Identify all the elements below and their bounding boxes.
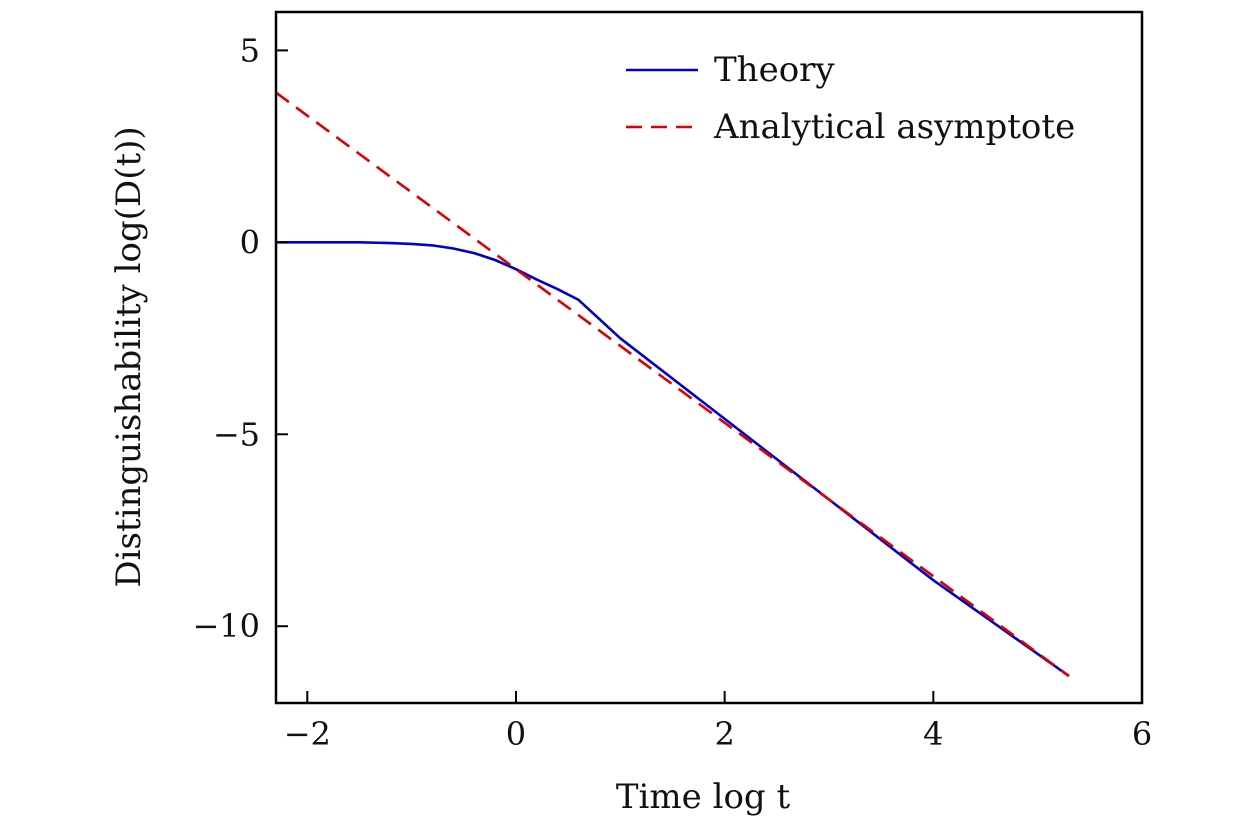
y-tick-label: −5 xyxy=(213,415,260,453)
y-tick-label: 0 xyxy=(240,223,260,261)
y-axis: 5 0 −5 −10 xyxy=(192,31,288,645)
x-axis-title: Time log t xyxy=(616,777,791,817)
legend-label-1: Analytical asymptote xyxy=(713,107,1075,147)
series-layer xyxy=(276,91,1070,678)
x-tick-label: 6 xyxy=(1132,715,1152,753)
x-tick-label: 2 xyxy=(714,715,734,753)
y-axis-title: Distinguishability log(D(t)) xyxy=(109,126,149,587)
series-line-1 xyxy=(276,91,1070,678)
series-line-0 xyxy=(276,241,1070,678)
legend: Theory Analytical asymptote xyxy=(626,50,1075,147)
x-tick-label: −2 xyxy=(284,715,331,753)
x-tick-label: 4 xyxy=(923,715,943,753)
y-tick-label: −10 xyxy=(192,607,260,645)
plot-frame xyxy=(274,10,1144,705)
legend-label-0: Theory xyxy=(714,50,835,90)
x-tick-label: 0 xyxy=(506,715,526,753)
x-axis: −2 0 2 4 6 xyxy=(284,691,1152,753)
y-tick-label: 5 xyxy=(240,31,260,69)
